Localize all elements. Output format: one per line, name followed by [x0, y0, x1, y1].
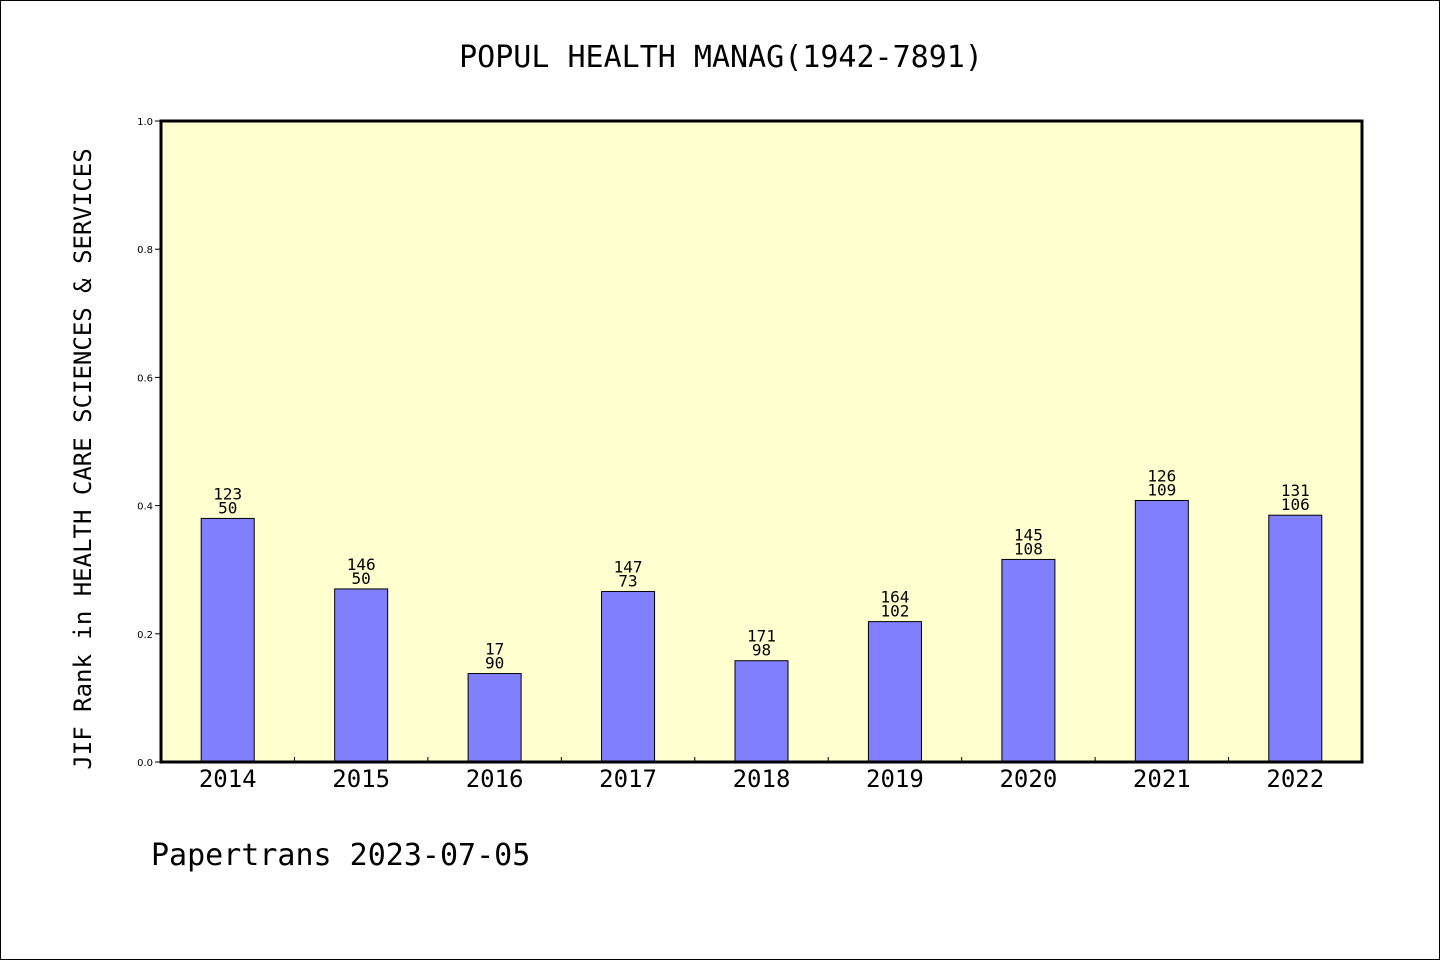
- bar-2022: [1268, 514, 1323, 763]
- bar-label-top: 17: [485, 640, 504, 659]
- x-tick-label: 2015: [332, 765, 390, 793]
- y-tick-label: 0.6: [137, 373, 153, 384]
- bar-label-bottom: 109: [1147, 480, 1176, 499]
- bar-2017: [601, 590, 656, 763]
- bar-label-top: 123: [213, 484, 242, 503]
- bar-label-top: 145: [1014, 525, 1043, 544]
- y-tick-label: 0.2: [137, 630, 153, 641]
- bar-label-top: 131: [1281, 481, 1310, 500]
- bar-label-top: 171: [747, 627, 776, 646]
- bar-label-top: 126: [1147, 466, 1176, 485]
- x-tick-label: 2018: [733, 765, 791, 793]
- x-tick-label: 2017: [599, 765, 657, 793]
- y-tick-label: 1.0: [137, 117, 153, 128]
- x-tick-label: 2021: [1133, 765, 1191, 793]
- bar-2019: [867, 621, 922, 763]
- bar-label-top: 147: [614, 557, 643, 576]
- bar-label-bottom: 90: [485, 654, 504, 673]
- bar-label-bottom: 108: [1014, 539, 1043, 558]
- bar-label-bottom: 102: [880, 602, 909, 621]
- bar-label-bottom: 98: [752, 641, 771, 660]
- y-tick-label: 0.0: [137, 758, 153, 769]
- plot-border: [159, 119, 1364, 764]
- x-tick-label: 2014: [199, 765, 257, 793]
- y-tick-label: 0.4: [137, 502, 153, 513]
- y-axis-label: JIF Rank in HEALTH CARE SCIENCES & SERVI…: [69, 148, 97, 769]
- x-axis-ticks: 2014 2015 2016 2017 2018 2019 2020 2021 2022: [199, 757, 1324, 793]
- bar-label-bottom: 50: [352, 569, 371, 588]
- x-tick-label: 2020: [999, 765, 1057, 793]
- x-tick-label: 2019: [866, 765, 924, 793]
- bar-2020: [1001, 558, 1056, 763]
- x-tick-label: 2022: [1266, 765, 1324, 793]
- x-tick-label: 2016: [466, 765, 524, 793]
- bar-label-bottom: 73: [618, 571, 637, 590]
- bar-label-top: 164: [880, 588, 909, 607]
- bar-2016: [467, 673, 522, 763]
- bars: [200, 499, 1323, 763]
- y-axis-ticks: 0.0 0.2 0.4 0.6 0.8 1.0: [137, 117, 161, 769]
- y-tick-label: 0.8: [137, 245, 153, 256]
- bar-label-bottom: 50: [218, 498, 237, 517]
- bar-label-bottom: 106: [1281, 495, 1310, 514]
- bar-2018: [734, 660, 789, 763]
- footer-text: Papertrans 2023-07-05: [151, 838, 530, 873]
- bar-2021: [1134, 499, 1189, 763]
- bar-label-top: 146: [347, 555, 376, 574]
- bar-2015: [334, 588, 389, 763]
- chart-title: POPUL HEALTH MANAG(1942-7891): [459, 40, 983, 75]
- bar-2014: [200, 517, 255, 763]
- bar-labels: 1235014650179014773171981641021451081261…: [213, 466, 1309, 672]
